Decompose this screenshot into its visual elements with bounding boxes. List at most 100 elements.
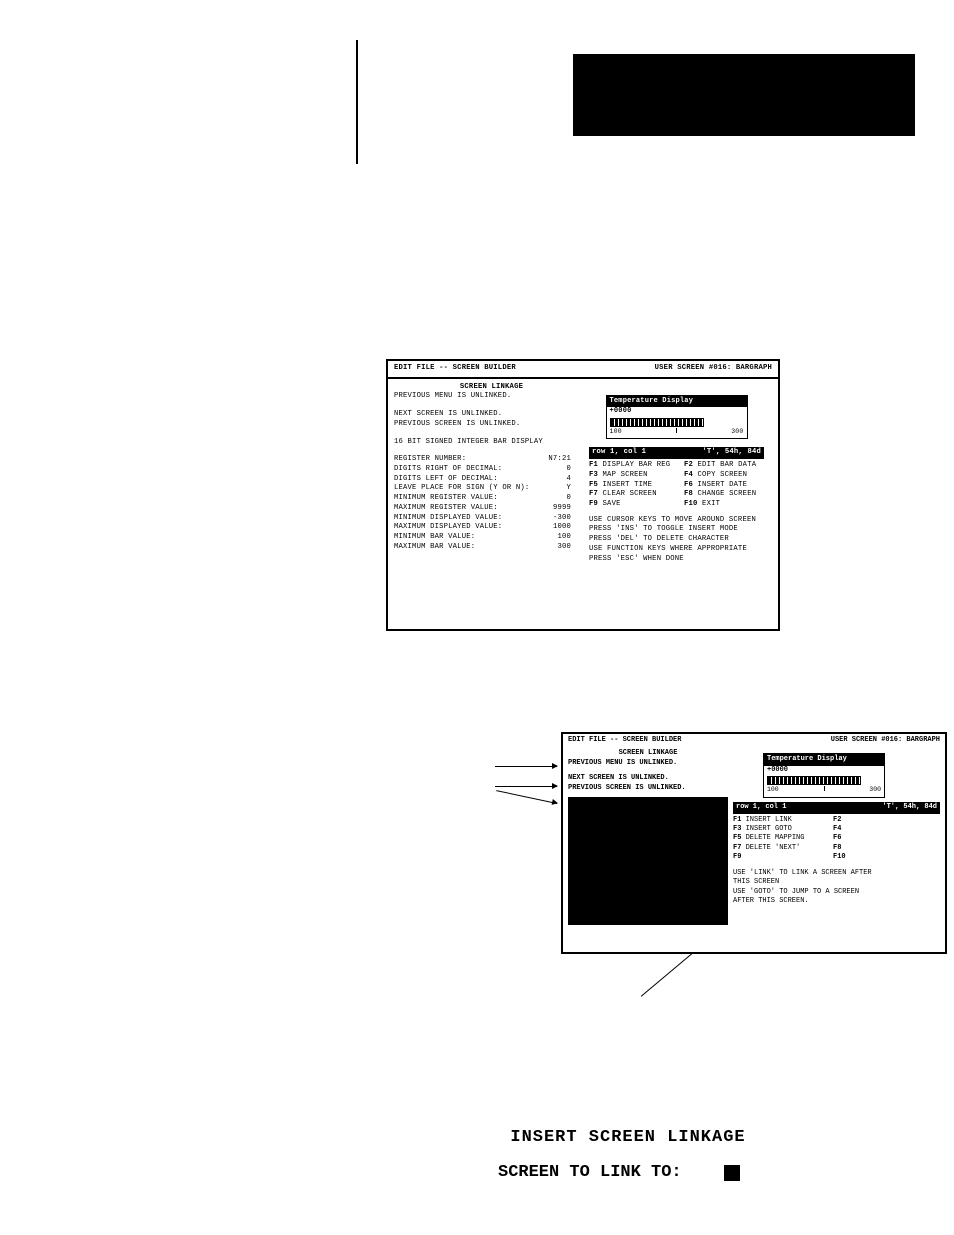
prev-menu-line: PREVIOUS MENU IS UNLINKED. bbox=[394, 392, 589, 402]
header-black-box bbox=[573, 54, 915, 136]
fkey-row: F3 MAP SCREENF4 COPY SCREEN bbox=[589, 471, 764, 481]
fkey-left[interactable]: F1 INSERT LINK bbox=[733, 816, 833, 825]
field-value: 0 bbox=[566, 465, 571, 475]
field-row: DIGITS LEFT OF DECIMAL: 4 bbox=[394, 475, 589, 485]
temp-bar bbox=[610, 418, 704, 427]
temp-scale-hi: 300 bbox=[731, 428, 743, 437]
temp-scale-lo-2: 100 bbox=[767, 786, 779, 795]
linkage-title: SCREEN LINKAGE bbox=[394, 383, 589, 393]
status-left-2: row 1, col 1 bbox=[736, 803, 786, 812]
field-row: DIGITS RIGHT OF DECIMAL: 0 bbox=[394, 465, 589, 475]
field-value: 9999 bbox=[553, 504, 571, 514]
fkey-left[interactable]: F9 bbox=[733, 853, 833, 862]
arrow-1 bbox=[495, 766, 557, 767]
hint-line: PRESS 'DEL' TO DELETE CHARACTER bbox=[589, 535, 764, 545]
hint-line: PRESS 'ESC' WHEN DONE bbox=[589, 555, 764, 565]
field-value: N7:21 bbox=[548, 455, 571, 465]
fkey-row: F9 SAVEF10 EXIT bbox=[589, 500, 764, 510]
field-value: Y bbox=[566, 484, 571, 494]
hints-2: USE 'LINK' TO LINK A SCREEN AFTERTHIS SC… bbox=[733, 869, 940, 907]
temp-scale-lo: 100 bbox=[610, 428, 622, 437]
fkey-left[interactable]: F7 DELETE 'NEXT' bbox=[733, 844, 833, 853]
field-list: REGISTER NUMBER:N7:21DIGITS RIGHT OF DEC… bbox=[394, 455, 589, 552]
temp-title: Temperature Display bbox=[607, 396, 747, 407]
field-label: REGISTER NUMBER: bbox=[394, 455, 466, 465]
status-bar-2: row 1, col 1 'T', 54h, 84d bbox=[733, 802, 940, 813]
fkey-right[interactable]: F2 bbox=[833, 816, 841, 825]
hint-line: USE FUNCTION KEYS WHERE APPROPRIATE bbox=[589, 545, 764, 555]
status-right: 'T', 54h, 84d bbox=[702, 448, 761, 458]
field-label: DIGITS LEFT OF DECIMAL: bbox=[394, 475, 498, 485]
linkage-title-2: SCREEN LINKAGE bbox=[568, 749, 728, 758]
field-label: LEAVE PLACE FOR SIGN (Y OR N): bbox=[394, 484, 529, 494]
fkey-right[interactable]: F8 CHANGE SCREEN bbox=[684, 490, 756, 500]
prev-screen-line: PREVIOUS SCREEN IS UNLINKED. bbox=[394, 420, 589, 430]
fkey-row: F1 DISPLAY BAR REGF2 EDIT BAR DATA bbox=[589, 461, 764, 471]
hints: USE CURSOR KEYS TO MOVE AROUND SCREEN PRE… bbox=[589, 516, 764, 565]
fkey-right[interactable]: F4 COPY SCREEN bbox=[684, 471, 747, 481]
fkey-left[interactable]: F3 MAP SCREEN bbox=[589, 471, 684, 481]
field-row: MAXIMUM REGISTER VALUE: 9999 bbox=[394, 504, 589, 514]
temp-value-2: +0000 bbox=[764, 766, 884, 775]
arrow-2 bbox=[495, 786, 557, 787]
field-value: 0 bbox=[566, 494, 571, 504]
field-row: MAXIMUM DISPLAYED VALUE: 1000 bbox=[394, 523, 589, 533]
next-screen-line: NEXT SCREEN IS UNLINKED. bbox=[394, 410, 589, 420]
fkey-left[interactable]: F9 SAVE bbox=[589, 500, 684, 510]
panel2-black-region bbox=[568, 797, 728, 925]
fkey-right[interactable]: F2 EDIT BAR DATA bbox=[684, 461, 756, 471]
hint-line: AFTER THIS SCREEN. bbox=[733, 897, 940, 906]
field-row: LEAVE PLACE FOR SIGN (Y OR N): Y bbox=[394, 484, 589, 494]
fkey-left[interactable]: F5 INSERT TIME bbox=[589, 481, 684, 491]
field-label: MINIMUM DISPLAYED VALUE: bbox=[394, 514, 502, 524]
prev-screen-line-2: PREVIOUS SCREEN IS UNLINKED. bbox=[568, 784, 728, 793]
field-value: 4 bbox=[566, 475, 571, 485]
field-label: MINIMUM REGISTER VALUE: bbox=[394, 494, 498, 504]
fkey-row: F5 INSERT TIMEF6 INSERT DATE bbox=[589, 481, 764, 491]
fkeys-2: F1 INSERT LINKF2 F3 INSERT GOTOF4 F5 DEL… bbox=[733, 816, 940, 863]
field-label: MAXIMUM REGISTER VALUE: bbox=[394, 504, 498, 514]
insert-linkage-prompt: INSERT SCREEN LINKAGE SCREEN TO LINK TO: bbox=[498, 1128, 758, 1182]
field-value: 100 bbox=[557, 533, 571, 543]
prompt-cursor[interactable] bbox=[724, 1165, 740, 1181]
temp-scale-tick-2 bbox=[824, 786, 825, 791]
next-screen-line-2: NEXT SCREEN IS UNLINKED. bbox=[568, 774, 728, 783]
status-right-2: 'T', 54h, 84d bbox=[882, 803, 937, 812]
temp-scale-tick bbox=[676, 428, 677, 433]
fkey-right[interactable]: F10 bbox=[833, 853, 846, 862]
hint-line: USE 'LINK' TO LINK A SCREEN AFTER bbox=[733, 869, 940, 878]
field-label: MAXIMUM DISPLAYED VALUE: bbox=[394, 523, 502, 533]
fkey-right[interactable]: F8 bbox=[833, 844, 841, 853]
field-value: 300 bbox=[557, 543, 571, 553]
panel2-title-right: USER SCREEN #016: BARGRAPH bbox=[831, 736, 940, 745]
field-row: REGISTER NUMBER: N7:21 bbox=[394, 455, 589, 465]
temp-title-2: Temperature Display bbox=[764, 754, 884, 765]
fkeys: F1 DISPLAY BAR REGF2 EDIT BAR DATAF3 MAP… bbox=[589, 461, 764, 510]
fkey-right[interactable]: F4 bbox=[833, 825, 841, 834]
panel1-title-left: EDIT FILE -- SCREEN BUILDER bbox=[394, 364, 516, 374]
fkey-right[interactable]: F6 INSERT DATE bbox=[684, 481, 747, 491]
fkey-right[interactable]: F6 bbox=[833, 834, 841, 843]
fkey-row: F5 DELETE MAPPINGF6 bbox=[733, 834, 940, 843]
fkey-left[interactable]: F7 CLEAR SCREEN bbox=[589, 490, 684, 500]
fkey-row: F7 DELETE 'NEXT'F8 bbox=[733, 844, 940, 853]
bar-display-subtitle: 16 BIT SIGNED INTEGER BAR DISPLAY bbox=[394, 438, 589, 448]
field-row: MAXIMUM BAR VALUE: 300 bbox=[394, 543, 589, 553]
field-label: MAXIMUM BAR VALUE: bbox=[394, 543, 475, 553]
prompt-label: SCREEN TO LINK TO: bbox=[498, 1163, 682, 1182]
field-label: MINIMUM BAR VALUE: bbox=[394, 533, 475, 543]
fkey-left[interactable]: F3 INSERT GOTO bbox=[733, 825, 833, 834]
panel1-title-right: USER SCREEN #016: BARGRAPH bbox=[655, 364, 772, 374]
hint-line: USE CURSOR KEYS TO MOVE AROUND SCREEN bbox=[589, 516, 764, 526]
temp-scale-hi-2: 300 bbox=[869, 786, 881, 795]
fkey-row: F1 INSERT LINKF2 bbox=[733, 816, 940, 825]
fkey-left[interactable]: F5 DELETE MAPPING bbox=[733, 834, 833, 843]
prev-menu-line-2: PREVIOUS MENU IS UNLINKED. bbox=[568, 759, 728, 768]
prompt-title: INSERT SCREEN LINKAGE bbox=[498, 1128, 758, 1147]
temp-value: +0000 bbox=[607, 407, 747, 416]
field-value: 1000 bbox=[553, 523, 571, 533]
panel2-title-left: EDIT FILE -- SCREEN BUILDER bbox=[568, 736, 681, 745]
field-label: DIGITS RIGHT OF DECIMAL: bbox=[394, 465, 502, 475]
fkey-right[interactable]: F10 EXIT bbox=[684, 500, 720, 510]
fkey-left[interactable]: F1 DISPLAY BAR REG bbox=[589, 461, 684, 471]
